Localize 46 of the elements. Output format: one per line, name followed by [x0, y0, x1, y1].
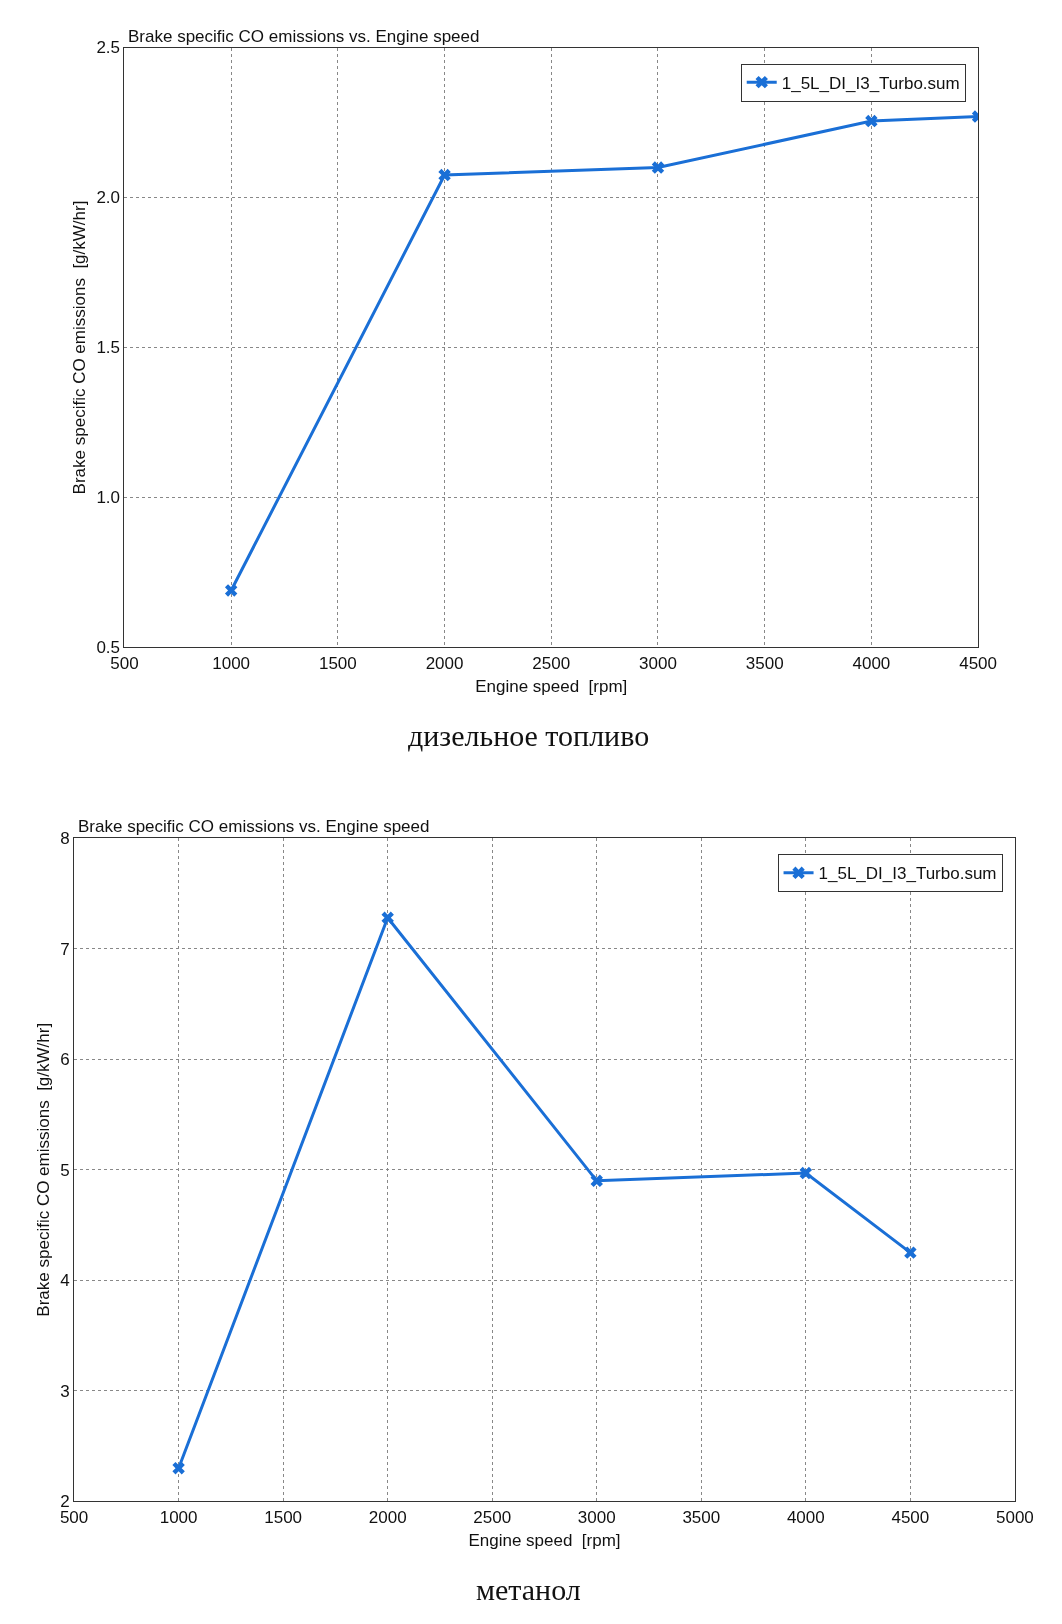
- point: [799, 1166, 813, 1180]
- point: [904, 1246, 917, 1259]
- x-axis-title: Engine speed [rpm]: [468, 1531, 621, 1551]
- y-tick-label: 2.0: [96, 188, 121, 208]
- text: метанол: [476, 1573, 581, 1606]
- y-axis-title: Brake specific CO emissions [g/kW/hr]: [69, 200, 89, 495]
- x-tick-label: 1500: [318, 653, 357, 673]
- y-tick-label: 1.0: [96, 488, 121, 508]
- text: дизельное топливо: [408, 719, 650, 752]
- y-tick-label: 6: [60, 1050, 70, 1070]
- x-tick-label: 3500: [682, 1507, 721, 1527]
- y-tick-label: 3: [60, 1381, 70, 1401]
- x-tick-label: 4000: [786, 1507, 825, 1527]
- x-tick-label: 2500: [473, 1507, 512, 1527]
- y-tick-label: 5: [60, 1160, 70, 1180]
- y-tick-label: 7: [60, 939, 70, 959]
- point: [224, 584, 238, 597]
- x-tick-label: 1500: [264, 1507, 303, 1527]
- x-tick-label: 1000: [212, 653, 251, 673]
- chart-title: Brake specific CO emissions vs. Engine speed: [78, 817, 430, 836]
- point: [381, 911, 394, 924]
- x-tick-label: 2000: [425, 653, 464, 673]
- x-tick-label: 5000: [995, 1507, 1034, 1527]
- x-tick-label: 3500: [745, 653, 784, 673]
- point: [590, 1174, 603, 1188]
- y-tick-label: 8: [60, 829, 70, 849]
- point: [651, 161, 665, 174]
- y-tick-label: 1.5: [96, 338, 121, 358]
- x-tick-label: 4000: [852, 653, 891, 673]
- point: [865, 114, 878, 128]
- x-tick-label: 3000: [577, 1507, 616, 1527]
- x-tick-label: 3000: [639, 653, 677, 673]
- y-tick-label: 4: [60, 1271, 70, 1291]
- point: [172, 1461, 185, 1475]
- x-tick-label: 4500: [959, 653, 997, 673]
- y-axis-title: Brake specific CO emissions [g/kW/hr]: [33, 1022, 53, 1317]
- y-tick-label: 2.5: [96, 38, 121, 58]
- x-tick-label: 1000: [159, 1507, 198, 1527]
- point: [438, 168, 451, 182]
- x-tick-label: 2000: [368, 1507, 407, 1527]
- x-tick-label: 4500: [891, 1507, 930, 1527]
- legend-label: 1_5L_DI_I3_Turbo.sum: [818, 864, 997, 884]
- x-tick-label: 2500: [532, 653, 571, 673]
- legend-label: 1_5L_DI_I3_Turbo.sum: [781, 73, 960, 93]
- chart-title: Brake specific CO emissions vs. Engine speed: [128, 27, 480, 46]
- x-axis-title: Engine speed [rpm]: [475, 677, 628, 697]
